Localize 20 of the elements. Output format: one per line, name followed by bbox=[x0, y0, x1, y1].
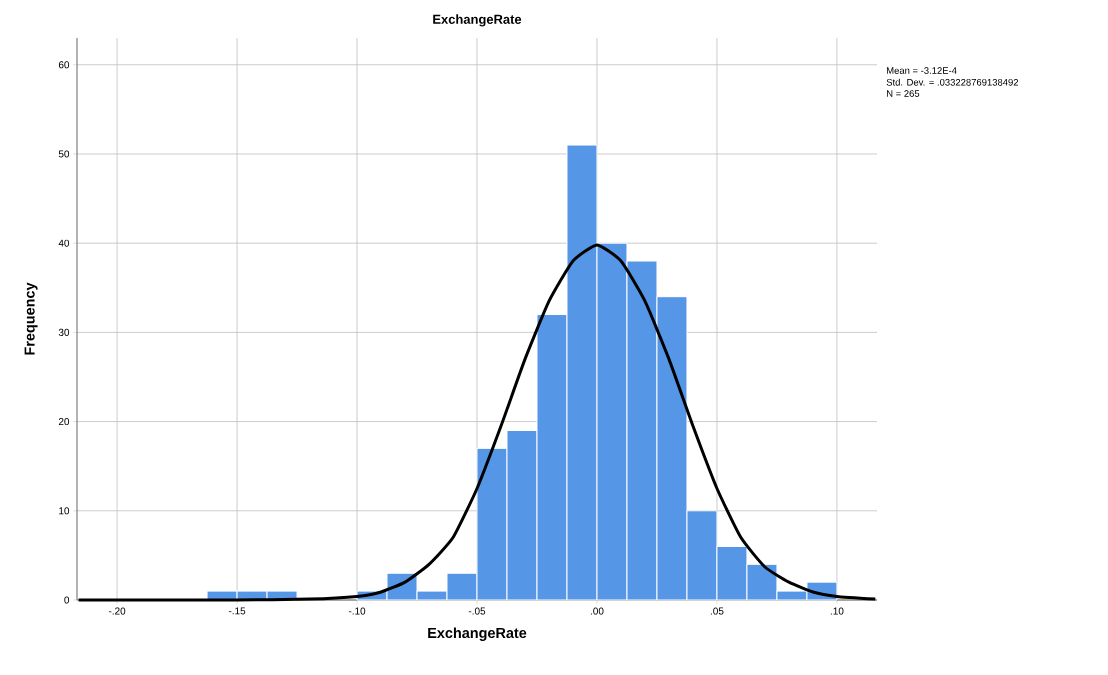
x-tick-label: -.05 bbox=[468, 607, 486, 615]
text: Std. Dev. = .033228769138492 bbox=[886, 78, 1019, 86]
x-tick-label: -.10 bbox=[348, 607, 366, 615]
y-tick-label: 0 bbox=[64, 596, 70, 604]
x-tick-label: .05 bbox=[710, 607, 724, 615]
x-tick-label: -.20 bbox=[108, 607, 126, 615]
y-axis-title: Frequency bbox=[24, 282, 38, 355]
text: N = 265 bbox=[886, 90, 920, 97]
y-tick-label: 20 bbox=[58, 418, 70, 426]
x-tick-label: -.15 bbox=[228, 607, 246, 615]
text: Mean = -3.12E-4 bbox=[886, 67, 957, 74]
y-tick-label: 30 bbox=[58, 328, 70, 336]
x-tick-label: .00 bbox=[590, 607, 604, 615]
chart-title: ExchangeRate bbox=[433, 14, 522, 27]
x-axis-title: ExchangeRate bbox=[428, 627, 527, 641]
y-tick-label: 60 bbox=[58, 61, 70, 69]
y-tick-label: 50 bbox=[58, 150, 70, 158]
x-tick-label: .10 bbox=[830, 607, 844, 615]
y-tick-label: 10 bbox=[59, 507, 70, 515]
y-tick-label: 40 bbox=[58, 239, 70, 247]
